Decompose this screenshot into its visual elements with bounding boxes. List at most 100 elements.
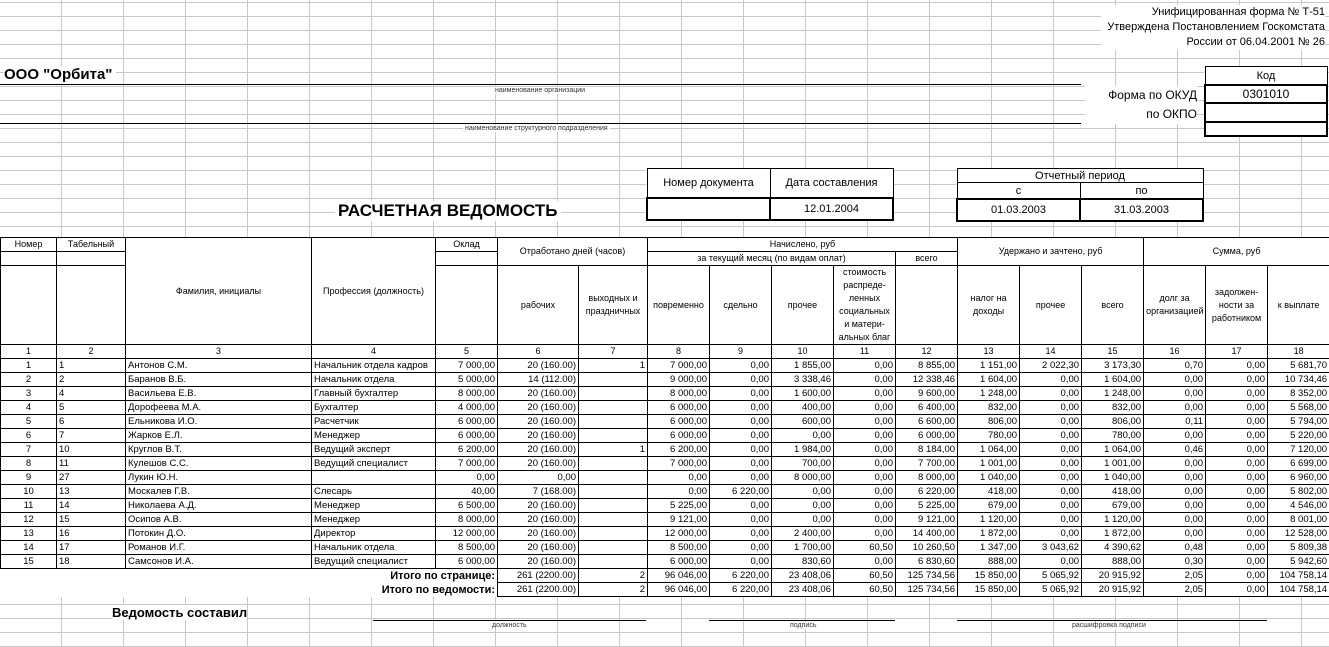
table-cell: 0,00 bbox=[1019, 498, 1083, 513]
table-cell: 700,00 bbox=[771, 456, 834, 471]
table-cell: 5 225,00 bbox=[894, 498, 959, 513]
period-to-value: 31.03.2003 bbox=[1079, 198, 1204, 222]
table-cell: 1 700,00 bbox=[771, 540, 834, 555]
table-cell: 0,00 bbox=[833, 428, 896, 443]
table-cell: 0,00 bbox=[771, 512, 834, 527]
table-cell: 27 bbox=[56, 470, 126, 485]
table-cell: 6 bbox=[0, 428, 57, 443]
table-cell: 20 (160.00) bbox=[497, 414, 579, 429]
column-number: 14 bbox=[1019, 344, 1083, 359]
table-cell: 20 (160.00) bbox=[497, 456, 579, 471]
table-cell: 6 000,00 bbox=[647, 414, 710, 429]
totals-cell: 6 220,00 bbox=[709, 582, 772, 597]
header-emp-debt: задолжен-ности за работником bbox=[1205, 265, 1269, 345]
table-cell: 1 064,00 bbox=[1081, 442, 1145, 457]
table-cell: 0,00 bbox=[1205, 428, 1269, 443]
table-cell: 0,00 bbox=[1143, 456, 1207, 471]
table-row: 5 6 Ельникова И.О. Расчетчик 6 000,00 20 (160… bbox=[0, 414, 1329, 429]
table-cell: 9 121,00 bbox=[647, 512, 710, 527]
table-cell: 0,00 bbox=[833, 400, 896, 415]
column-number: 12 bbox=[894, 344, 959, 359]
table-cell: 6 200,00 bbox=[435, 442, 498, 457]
table-cell: 0,48 bbox=[1143, 540, 1207, 555]
table-cell: 0,00 bbox=[1143, 498, 1207, 513]
table-cell: 0,00 bbox=[1205, 400, 1269, 415]
table-cell: 20 (160.00) bbox=[497, 400, 579, 415]
payroll-table: Номер Табельный Фамилия, инициалы Профес… bbox=[0, 237, 1329, 597]
table-cell: 8 352,00 bbox=[1267, 386, 1329, 401]
form-info: Унифицированная форма № Т-51 Утверждена … bbox=[1101, 5, 1325, 50]
period-label: Отчетный период bbox=[956, 168, 1204, 183]
table-cell: 9 000,00 bbox=[647, 372, 710, 387]
table-cell: 8 000,00 bbox=[435, 512, 498, 527]
table-cell: 0,00 bbox=[709, 456, 772, 471]
table-cell: 418,00 bbox=[1081, 484, 1145, 499]
table-cell: 20 (160.00) bbox=[497, 358, 579, 373]
table-cell bbox=[578, 400, 648, 415]
table-cell: 14 bbox=[0, 540, 57, 555]
table-cell: 6 220,00 bbox=[894, 484, 959, 499]
totals-cell: 2 bbox=[578, 568, 648, 583]
table-cell: 1 604,00 bbox=[1081, 372, 1145, 387]
table-cell: 0,00 bbox=[1205, 414, 1269, 429]
column-number: 7 bbox=[578, 344, 648, 359]
table-cell: 6 699,00 bbox=[1267, 456, 1329, 471]
column-number: 2 bbox=[56, 344, 126, 359]
table-row: 11 14 Николаева А.Д. Менеджер 6 500,00 20 (16… bbox=[0, 498, 1329, 513]
table-cell: 14 (112.00) bbox=[497, 372, 579, 387]
table-cell: 0,00 bbox=[709, 372, 772, 387]
table-cell: 1 bbox=[578, 442, 648, 457]
table-cell: 1 855,00 bbox=[771, 358, 834, 373]
table-cell: 0,00 bbox=[709, 540, 772, 555]
table-cell: 0,00 bbox=[1205, 526, 1269, 541]
table-cell: Менеджер bbox=[311, 512, 436, 527]
table-cell bbox=[578, 512, 648, 527]
column-number: 1 bbox=[0, 344, 57, 359]
table-cell bbox=[578, 456, 648, 471]
table-cell: 780,00 bbox=[957, 428, 1021, 443]
decode-caption: расшифровка подписи bbox=[1070, 622, 1148, 629]
header-accrued-total: всего bbox=[894, 251, 959, 266]
totals-cell: 104 758,14 bbox=[1267, 582, 1329, 597]
table-cell: 0,00 bbox=[1143, 526, 1207, 541]
table-cell: 7 000,00 bbox=[647, 456, 710, 471]
table-cell: Директор bbox=[311, 526, 436, 541]
table-cell: 806,00 bbox=[957, 414, 1021, 429]
table-cell: 0,00 bbox=[771, 484, 834, 499]
header-other: прочее bbox=[771, 265, 834, 345]
table-cell: Круглов В.Т. bbox=[125, 442, 312, 457]
table-cell: 0,00 bbox=[709, 400, 772, 415]
table-cell: 12 528,00 bbox=[1267, 526, 1329, 541]
table-cell: 0,00 bbox=[1019, 442, 1083, 457]
table-cell: 5 000,00 bbox=[435, 372, 498, 387]
totals-cell: 60,50 bbox=[833, 582, 896, 597]
column-number: 9 bbox=[709, 344, 772, 359]
table-cell bbox=[578, 414, 648, 429]
table-cell: 1 248,00 bbox=[1081, 386, 1145, 401]
table-cell: 9 600,00 bbox=[894, 386, 959, 401]
table-cell: 20 (160.00) bbox=[497, 526, 579, 541]
table-cell: 12 000,00 bbox=[647, 526, 710, 541]
column-number: 3 bbox=[125, 344, 312, 359]
totals-cell: 0,00 bbox=[1205, 568, 1269, 583]
totals-cell: 2 bbox=[578, 582, 648, 597]
column-number: 13 bbox=[957, 344, 1021, 359]
table-cell: Самсонов И.А. bbox=[125, 554, 312, 569]
table-cell: 13 bbox=[0, 526, 57, 541]
table-cell: 1 604,00 bbox=[957, 372, 1021, 387]
table-cell: 2 400,00 bbox=[771, 526, 834, 541]
header-empty bbox=[435, 251, 498, 266]
totals-row: Итого по ведомости: 261 (2200.00) 2 96 046,… bbox=[1, 582, 1329, 597]
table-cell: Васильева Е.В. bbox=[125, 386, 312, 401]
table-cell: 0,00 bbox=[709, 498, 772, 513]
blank-cell bbox=[1, 569, 312, 583]
code-empty bbox=[1204, 121, 1328, 137]
table-cell: 6 000,00 bbox=[647, 400, 710, 415]
table-cell: 0,00 bbox=[833, 526, 896, 541]
table-cell: Ельникова И.О. bbox=[125, 414, 312, 429]
table-cell: 6 600,00 bbox=[894, 414, 959, 429]
table-cell: 6 bbox=[56, 414, 126, 429]
table-row: 8 11 Кулешов С.С. Ведущий специалист 7 000,0… bbox=[0, 456, 1329, 471]
table-cell: 9 121,00 bbox=[894, 512, 959, 527]
table-cell: 1 872,00 bbox=[1081, 526, 1145, 541]
